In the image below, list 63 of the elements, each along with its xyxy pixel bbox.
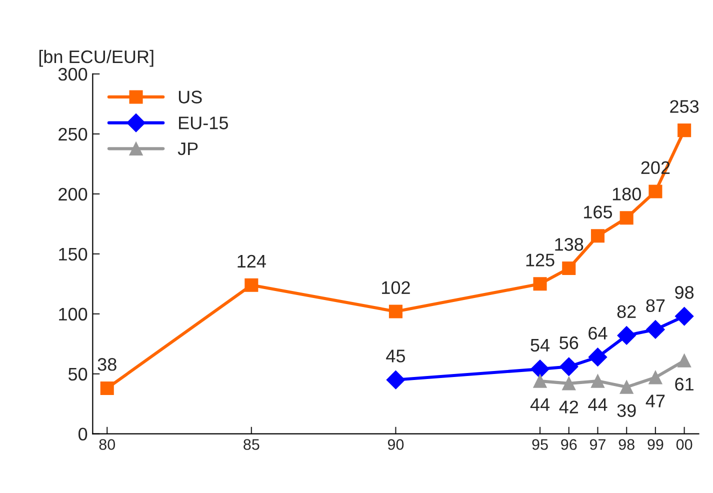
data-label: 61 <box>675 378 694 391</box>
data-label: 87 <box>646 299 665 312</box>
point <box>620 211 634 225</box>
data-label: 138 <box>555 238 584 251</box>
x-tick-label: 99 <box>648 439 664 450</box>
data-label: 98 <box>675 286 694 299</box>
point <box>533 374 547 388</box>
point <box>562 376 576 390</box>
x-tick-label: 96 <box>561 439 577 450</box>
point <box>560 357 578 376</box>
data-label: 42 <box>559 400 578 414</box>
point <box>533 277 547 291</box>
point <box>678 124 692 138</box>
point <box>674 306 694 326</box>
data-label: 45 <box>386 350 405 362</box>
data-label: 64 <box>588 326 608 340</box>
point <box>386 370 406 390</box>
data-label: 56 <box>560 336 578 350</box>
point <box>530 360 550 378</box>
data-label: 54 <box>530 339 550 352</box>
data-label: 102 <box>382 281 410 294</box>
point <box>562 262 576 276</box>
point <box>588 348 608 366</box>
legend-label: JP <box>178 142 198 156</box>
x-tick-label: 90 <box>388 439 404 450</box>
point <box>244 278 258 292</box>
point <box>617 326 636 345</box>
point <box>646 320 665 339</box>
y-tick-label: 250 <box>58 128 88 141</box>
point <box>648 370 662 384</box>
x-tick-label: 97 <box>590 439 606 450</box>
data-label: 253 <box>670 100 699 113</box>
data-label: 165 <box>584 206 612 218</box>
data-label: 125 <box>526 254 554 266</box>
y-tick-label: 100 <box>59 308 88 321</box>
point <box>620 380 634 394</box>
point <box>100 381 114 396</box>
x-tick-label: 85 <box>244 439 260 450</box>
y-axis-title: [bn ECU/EUR] <box>39 50 154 67</box>
point <box>590 229 604 243</box>
data-label: 44 <box>588 398 608 411</box>
y-tick-label: 200 <box>58 188 88 201</box>
point <box>590 374 604 388</box>
data-label: 39 <box>617 404 636 417</box>
x-tick-label: 95 <box>532 439 548 450</box>
x-tick-label: 00 <box>676 439 692 450</box>
legend-label: EU-15 <box>179 116 228 130</box>
x-tick-label: 98 <box>618 439 634 450</box>
data-label: 124 <box>238 254 266 268</box>
y-tick-label: 300 <box>58 68 88 81</box>
y-tick-label: 0 <box>78 428 88 441</box>
data-label: 47 <box>646 394 665 408</box>
data-label: 38 <box>98 358 116 371</box>
data-label: 44 <box>530 398 550 411</box>
data-label: 82 <box>617 305 636 318</box>
legend-label: US <box>178 90 202 104</box>
y-tick-label: 150 <box>59 248 88 261</box>
point <box>678 354 692 368</box>
x-tick-label: 80 <box>99 439 116 450</box>
data-label: 180 <box>612 188 641 200</box>
point <box>648 184 662 198</box>
point <box>388 304 402 318</box>
y-tick-label: 50 <box>68 368 88 381</box>
